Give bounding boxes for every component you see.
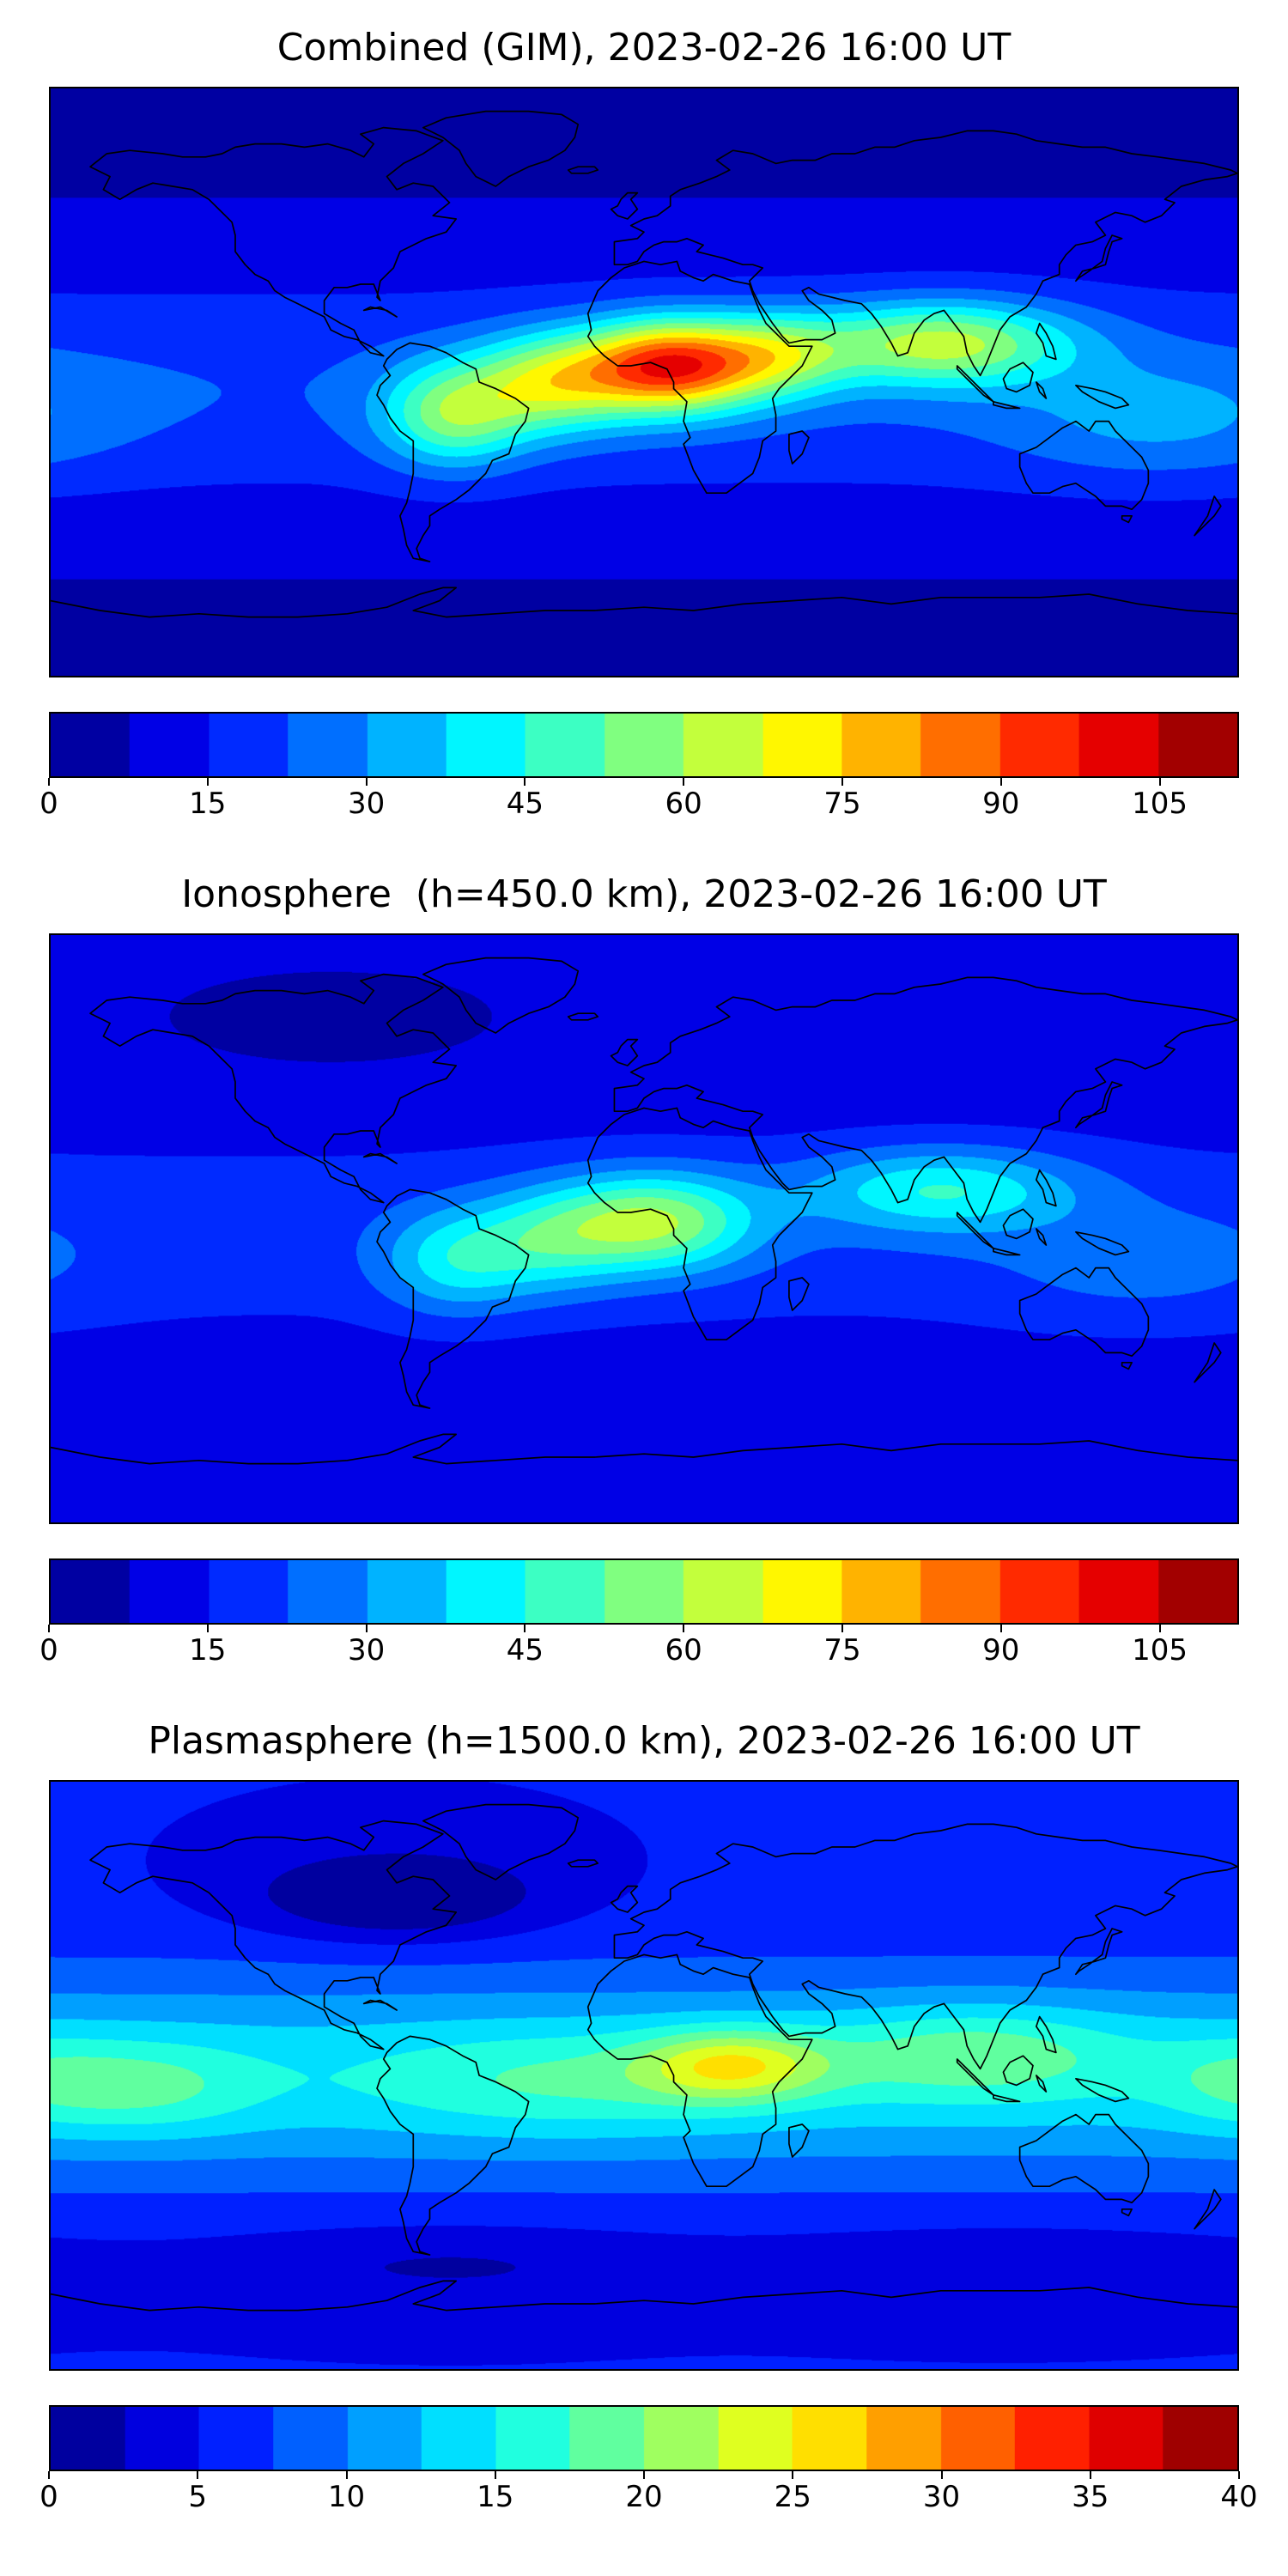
colorbar-tick-mark (365, 778, 368, 786)
colorbar-tick-mark (999, 778, 1002, 786)
colorbar-tick-mark (48, 2471, 50, 2479)
colorbar-tick-mark (197, 2471, 199, 2479)
colorbar-tick-label: 30 (922, 2480, 961, 2514)
coastlines-overlay (51, 935, 1237, 1522)
colorbar-area: 0 15 30 45 60 75 90 105 (39, 712, 1239, 831)
colorbar-tick-label: 15 (477, 2480, 514, 2514)
colorbar (49, 2405, 1239, 2471)
colorbar-ticks: 0 5 10 15 20 25 30 35 40 (39, 2471, 1258, 2524)
colorbar-ticks: 0 15 30 45 60 75 90 105 (39, 1625, 1239, 1678)
colorbar-tick-mark (48, 778, 50, 786)
colorbar-tick-mark (494, 2471, 496, 2479)
colorbar-tick-mark (1158, 1625, 1161, 1632)
colorbar-tick-mark (365, 1625, 368, 1632)
colorbar-tick-label: 90 (982, 787, 1020, 821)
colorbar-tick-mark (1089, 2471, 1091, 2479)
colorbar-tick-label: 0 (39, 787, 58, 821)
colorbar-tick-mark (1238, 2471, 1240, 2479)
colorbar-tick-mark (841, 778, 843, 786)
coastlines-path (51, 958, 1237, 1464)
panel-title: Plasmasphere (h=1500.0 km), 2023-02-26 1… (148, 1719, 1140, 1763)
coastlines-overlay (51, 88, 1237, 676)
colorbar-tick-label: 15 (189, 1633, 227, 1668)
panel-combined-gim: Combined (GIM), 2023-02-26 16:00 UT 0 15 3… (0, 0, 1288, 831)
colorbar-tick-mark (841, 1625, 843, 1632)
colorbar-tick-mark (48, 1625, 50, 1632)
tec-field-canvas (51, 88, 1237, 676)
colorbar-tick-label: 30 (347, 787, 386, 821)
world-map-ionosphere (49, 933, 1239, 1524)
tec-field-canvas (51, 1782, 1237, 2369)
colorbar-tick-label: 0 (39, 1633, 58, 1668)
coastlines-path (51, 1805, 1237, 2311)
colorbar-tick-label: 45 (506, 1633, 544, 1668)
colorbar-tick-mark (999, 1625, 1002, 1632)
panel-title: Combined (GIM), 2023-02-26 16:00 UT (276, 26, 1012, 70)
colorbar-tick-mark (345, 2471, 348, 2479)
colorbar-tick-label: 60 (665, 787, 702, 821)
colorbar-tick-mark (524, 778, 526, 786)
colorbar-area: 0 5 10 15 20 25 30 35 40 (39, 2405, 1258, 2524)
colorbar-tick-mark (683, 1625, 685, 1632)
tec-field-canvas (51, 935, 1237, 1522)
colorbar-tick-mark (206, 778, 209, 786)
colorbar-tick-label: 30 (347, 1633, 386, 1668)
colorbar-tick-mark (206, 1625, 209, 1632)
colorbar-tick-label: 60 (665, 1633, 702, 1668)
colorbar-tick-mark (524, 1625, 526, 1632)
world-map-plasmasphere (49, 1780, 1239, 2371)
colorbar (49, 712, 1239, 778)
panel-title: Ionosphere (h=450.0 km), 2023-02-26 16:0… (181, 872, 1107, 916)
colorbar-tick-label: 75 (823, 787, 861, 821)
panel-ionosphere: Ionosphere (h=450.0 km), 2023-02-26 16:0… (0, 831, 1288, 1678)
colorbar-tick-label: 5 (188, 2480, 208, 2514)
panel-plasmasphere: Plasmasphere (h=1500.0 km), 2023-02-26 1… (0, 1678, 1288, 2524)
colorbar-tick-label: 10 (327, 2480, 366, 2514)
coastlines-overlay (51, 1782, 1237, 2369)
colorbar-tick-label: 90 (982, 1633, 1020, 1668)
colorbar-area: 0 15 30 45 60 75 90 105 (39, 1558, 1239, 1678)
colorbar-tick-label: 35 (1072, 2480, 1109, 2514)
colorbar-tick-label: 75 (823, 1633, 861, 1668)
colorbar-tick-label: 105 (1132, 787, 1188, 821)
colorbar-tick-mark (643, 2471, 645, 2479)
colorbar-tick-label: 25 (774, 2480, 811, 2514)
coastlines-path (51, 112, 1237, 617)
colorbar-tick-label: 0 (39, 2480, 58, 2514)
colorbar-tick-mark (792, 2471, 794, 2479)
colorbar-tick-label: 45 (506, 787, 544, 821)
colorbar-ticks: 0 15 30 45 60 75 90 105 (39, 778, 1239, 831)
colorbar-tick-mark (683, 778, 685, 786)
colorbar-tick-label: 40 (1220, 2480, 1258, 2514)
colorbar-tick-label: 15 (189, 787, 227, 821)
world-map-combined (49, 87, 1239, 677)
colorbar-tick-label: 105 (1132, 1633, 1188, 1668)
colorbar-tick-label: 20 (625, 2480, 663, 2514)
colorbar-tick-mark (1158, 778, 1161, 786)
colorbar-tick-mark (940, 2471, 943, 2479)
colorbar (49, 1558, 1239, 1625)
